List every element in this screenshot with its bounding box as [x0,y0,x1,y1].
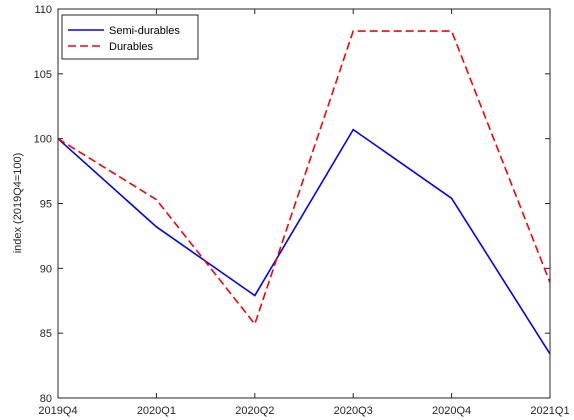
x-tick-label: 2020Q2 [235,405,274,417]
x-tick-label: 2021Q1 [530,405,569,417]
y-tick-label: 85 [40,328,52,340]
x-tick-label: 2020Q4 [432,405,471,417]
y-tick-label: 105 [34,69,52,81]
tick-layer: 2019Q4 2020Q1 2020Q2 2020Q3 2020Q4 2021Q1 80 85… [34,4,570,417]
y-tick-label: 110 [34,4,52,16]
series-line-semi-durables [57,128,551,355]
legend-label-durables: Durables [109,41,154,53]
legend: Semi-durables Durables [61,14,199,60]
x-tick-label: 2020Q1 [137,405,176,417]
y-tick-label: 100 [34,134,52,146]
y-axis-title: index (2019Q4=100) [12,153,24,254]
x-tick-label: 2019Q4 [38,405,77,417]
legend-box [61,14,199,60]
y-tick-label: 80 [40,393,52,405]
x-tick-label: 2020Q3 [334,405,373,417]
y-tick-label: 90 [40,263,52,275]
plot-area [58,9,550,398]
y-tick-label: 95 [40,199,52,211]
legend-label-semi-durables: Semi-durables [109,25,180,37]
series-line-durables [57,30,551,326]
series-layer [57,30,551,355]
